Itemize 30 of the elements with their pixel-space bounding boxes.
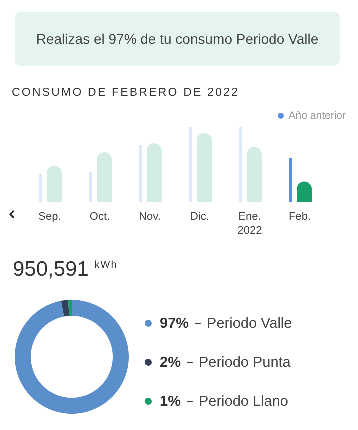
bar (89, 172, 92, 202)
legend-label: Año anterior (288, 110, 346, 122)
x-tick-label: Oct. (90, 211, 110, 223)
bar (289, 158, 292, 202)
donut-slice (15, 300, 129, 414)
x-tick-label: Feb. (288, 211, 312, 223)
bar (189, 127, 192, 202)
data-label: 1% (160, 394, 199, 410)
bar (139, 145, 142, 202)
x-tick-label: Ene. 2022 (238, 211, 262, 237)
bar (39, 174, 42, 202)
text: Realizas el 97% de tu consumo Periodo Valle (15, 12, 340, 66)
x-tick-label: Sep. (38, 211, 62, 223)
legend-label: Periodo Llano (198, 394, 288, 410)
legend-label: Periodo Valle (207, 316, 292, 332)
donut-slice (68, 300, 72, 316)
bar (247, 147, 262, 202)
chart-title: CONSUMO DE FEBRERO DE 2022 (12, 87, 240, 99)
legend-label: Periodo Punta (198, 354, 291, 370)
bar (97, 152, 112, 202)
bar (147, 144, 162, 202)
bar (239, 127, 242, 202)
donut-slice (61, 300, 70, 317)
data-label: 97% (160, 316, 208, 332)
data-label: 2% (160, 354, 199, 370)
bar (197, 133, 212, 202)
chart-title: 950,591 $^{kWh}$ (13, 258, 118, 282)
bar (47, 166, 62, 202)
x-tick-label: Nov. (139, 211, 161, 223)
x-tick-label: Dic. (190, 211, 210, 223)
